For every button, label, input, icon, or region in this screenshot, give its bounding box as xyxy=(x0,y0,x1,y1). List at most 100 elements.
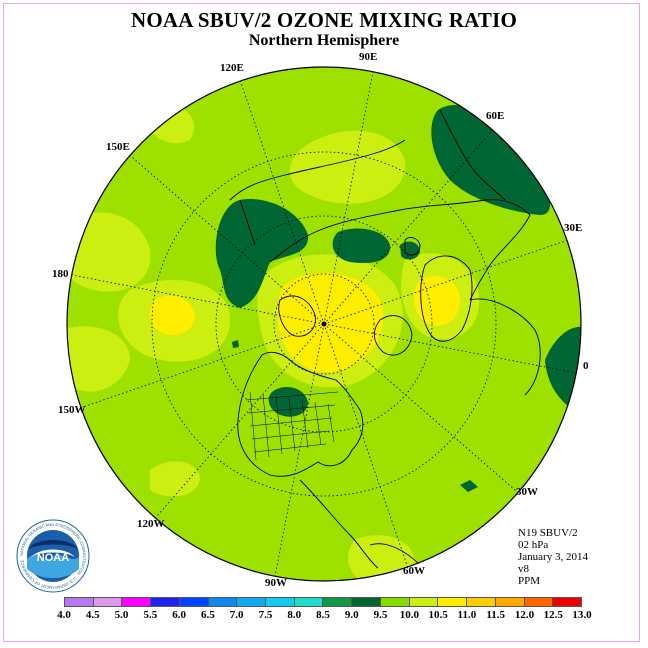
meridian-line xyxy=(323,323,519,493)
ozone-region-dark xyxy=(232,340,239,348)
color-scale-swatch xyxy=(237,598,267,606)
lon-label-120e: 120E xyxy=(220,62,244,74)
state-border xyxy=(251,430,330,440)
meridian-line xyxy=(323,323,409,568)
color-scale-bar xyxy=(64,597,582,607)
coastline-arctic-archipelago xyxy=(278,295,316,337)
color-scale-swatch xyxy=(266,598,295,606)
state-border xyxy=(314,401,322,446)
meridian-line xyxy=(323,239,568,325)
ozone-region-dark xyxy=(431,104,551,215)
north-pole-marker xyxy=(321,321,327,327)
ozone-region-dark xyxy=(460,480,478,492)
meridian-line xyxy=(155,323,325,519)
state-border xyxy=(247,404,336,414)
color-scale-tick-label: 7.0 xyxy=(229,609,244,621)
color-scale-tick-label: 12.5 xyxy=(543,609,563,621)
ozone-region-yellow xyxy=(277,273,384,373)
map-disc xyxy=(67,67,581,581)
color-scale-swatch xyxy=(208,598,238,606)
lon-label-60w: 60W xyxy=(403,565,425,577)
ozone-region-dark xyxy=(268,387,308,417)
info-block: N19 SBUV/2 02 hPa January 3, 2014 v8 PPM xyxy=(518,527,588,587)
color-scale-tick-label: 6.0 xyxy=(172,609,186,621)
ozone-region-yellow xyxy=(150,295,195,336)
ozone-region-dark xyxy=(215,199,309,308)
color-scale-swatch xyxy=(409,598,439,606)
meridian-line xyxy=(129,155,325,325)
lon-label-90e: 90E xyxy=(359,51,378,63)
color-scale-tick-label: 5.5 xyxy=(143,609,158,621)
color-scale-tick-label: 9.5 xyxy=(373,609,388,621)
map-title: NOAA SBUV/2 OZONE MIXING RATIO xyxy=(131,8,517,32)
color-scale-swatch xyxy=(323,598,353,606)
lon-label-90w: 90W xyxy=(265,577,287,589)
us-state-borders xyxy=(245,391,339,461)
color-scale-swatch xyxy=(524,598,554,606)
state-border xyxy=(288,397,296,452)
color-scale-tick-label: 11.0 xyxy=(457,609,477,621)
color-scale-tick-label: 9.0 xyxy=(344,609,359,621)
version-label: v8 xyxy=(518,563,529,575)
lon-label-30e: 30E xyxy=(564,222,583,234)
color-scale-swatch xyxy=(294,598,324,606)
ozone-region-light xyxy=(289,130,406,204)
color-scale-tick-label: 7.5 xyxy=(258,609,273,621)
logo-text: NOAA xyxy=(37,552,69,564)
coastline-asia xyxy=(269,199,531,301)
coastline-central-america xyxy=(299,479,379,569)
color-scale-ticks: 4.0 4.5 5.0 5.5 6.0 6.5 7.0 7.5 8.0 8.5 9.0 9.5 10.0… xyxy=(0,609,648,623)
state-border xyxy=(275,395,283,455)
units-label: PPM xyxy=(518,575,541,587)
pressure-level-label: 02 hPa xyxy=(518,539,549,551)
state-border xyxy=(245,391,339,401)
coastline-india xyxy=(439,109,506,201)
color-scale-tick-label: 5.0 xyxy=(114,609,129,621)
latitude-gridlines xyxy=(67,67,581,581)
date-label: January 3, 2014 xyxy=(518,551,588,563)
state-border xyxy=(253,443,327,453)
lon-label-180: 180 xyxy=(52,268,69,280)
meridian-line xyxy=(71,274,325,325)
longitude-gridlines xyxy=(71,71,577,577)
figure-border xyxy=(3,3,640,642)
meridian-line xyxy=(239,80,325,325)
color-scale-tick-label: 13.0 xyxy=(572,609,592,621)
state-border xyxy=(262,393,270,458)
color-scale-swatch xyxy=(151,598,180,606)
state-border xyxy=(327,403,335,443)
state-border xyxy=(249,417,333,427)
satellite-label: N19 SBUV/2 xyxy=(518,527,578,539)
ozone-region-dark xyxy=(332,228,391,264)
lon-label-30w: 30W xyxy=(516,486,538,498)
ozone-region-light xyxy=(150,461,200,497)
color-scale-swatch xyxy=(380,598,410,606)
color-scale-swatch xyxy=(122,598,152,606)
color-scale-swatch xyxy=(467,598,496,606)
map-subtitle: Northern Hemisphere xyxy=(248,32,400,49)
lon-label-120w: 120W xyxy=(137,518,165,530)
lon-label-60e: 60E xyxy=(486,110,505,122)
lon-label-150e: 150E xyxy=(106,141,130,153)
ozone-region-yellow xyxy=(413,276,460,326)
color-scale-swatch xyxy=(438,598,468,606)
meridian-line xyxy=(80,323,325,409)
coastline-siberia xyxy=(229,139,406,201)
meridian-line xyxy=(323,323,577,374)
coastline-greenland xyxy=(373,315,413,356)
lon-label-0: 0 xyxy=(583,360,589,372)
coastline-north-america xyxy=(237,351,364,477)
color-scale-tick-label: 12.0 xyxy=(514,609,535,621)
meridian-line xyxy=(274,323,325,577)
state-border xyxy=(249,391,257,461)
coastlines xyxy=(229,109,541,581)
lon-label-150w: 150W xyxy=(58,404,86,416)
color-scale-tick-label: 4.0 xyxy=(57,609,71,621)
color-scale-tick-label: 11.5 xyxy=(486,609,505,621)
map-outline xyxy=(66,66,582,582)
meridian-line xyxy=(323,71,374,325)
noaa-logo: NOAA NATIONAL OCEANIC AND ATMOSPHERIC AD… xyxy=(16,519,90,593)
color-scale-swatch xyxy=(352,598,381,606)
